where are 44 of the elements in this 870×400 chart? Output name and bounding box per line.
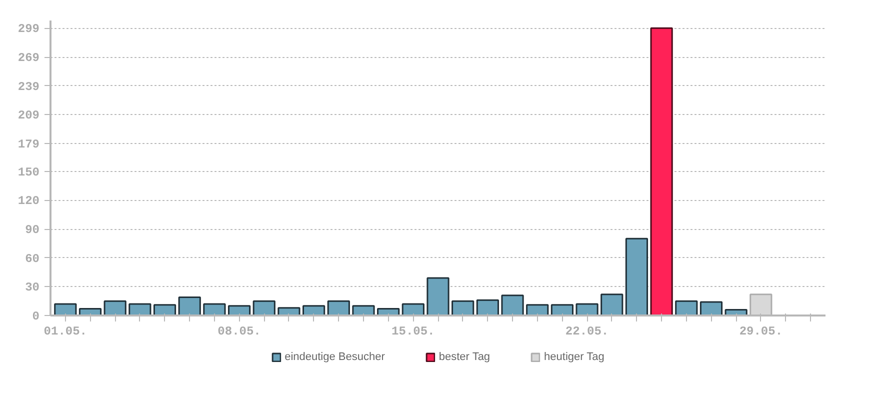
bar [178,296,201,316]
bar [128,303,152,316]
bar [476,299,499,316]
bar [426,277,450,316]
bar [576,303,598,316]
bar [501,294,524,316]
bar [153,304,176,316]
bar [526,304,549,316]
legend-label: heutiger Tag [544,351,604,363]
bar [352,305,375,316]
legend-label: bester Tag [438,351,490,363]
x-tick-label: 01.05. [44,324,88,338]
bar [228,305,251,316]
y-tick-label: 269 [18,51,40,66]
legend-label: eindeutige Besucher [284,351,385,363]
bar [252,300,276,316]
y-tick-label: 299 [18,22,40,36]
bar [550,304,574,316]
bar [402,303,424,316]
y-tick-label: 30 [25,280,40,295]
bar [203,303,226,316]
bar [452,300,474,316]
x-tick-label: 15.05. [392,324,435,338]
bar [54,303,77,316]
y-tick-label: 150 [18,165,40,180]
bar [104,300,126,316]
bar [675,300,698,316]
y-tick-label: 239 [18,80,40,94]
bar [302,305,326,316]
y-tick-label: 90 [25,223,40,238]
bar [650,27,673,316]
y-tick-label: 60 [25,252,40,266]
y-tick-label: 120 [18,194,40,208]
bar [700,301,723,316]
y-tick-label: 179 [18,137,40,152]
y-tick-label: 209 [18,108,40,123]
bar [278,307,300,316]
x-tick-label: 08.05. [218,324,261,338]
x-tick-label: 22.05. [565,324,609,338]
y-tick-label: 0 [32,310,40,324]
bar [327,300,350,316]
bar [600,294,624,316]
bar [625,238,648,316]
x-tick-label: 29.05. [739,324,783,338]
